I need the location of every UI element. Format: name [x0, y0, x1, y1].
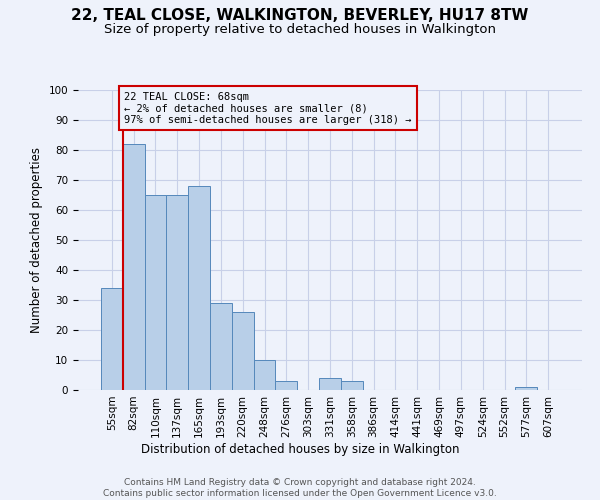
Text: Distribution of detached houses by size in Walkington: Distribution of detached houses by size … [141, 442, 459, 456]
Bar [254, 360, 275, 390]
Bar [145, 195, 166, 390]
Text: 22 TEAL CLOSE: 68sqm
← 2% of detached houses are smaller (8)
97% of semi-detache: 22 TEAL CLOSE: 68sqm ← 2% of detached ho… [124, 92, 412, 124]
Text: Contains HM Land Registry data © Crown copyright and database right 2024.
Contai: Contains HM Land Registry data © Crown c… [103, 478, 497, 498]
Bar [188, 186, 210, 390]
Bar [166, 195, 188, 390]
Bar [232, 312, 254, 390]
Text: Size of property relative to detached houses in Walkington: Size of property relative to detached ho… [104, 22, 496, 36]
Bar [101, 288, 123, 390]
Y-axis label: Number of detached properties: Number of detached properties [30, 147, 43, 333]
Text: 22, TEAL CLOSE, WALKINGTON, BEVERLEY, HU17 8TW: 22, TEAL CLOSE, WALKINGTON, BEVERLEY, HU… [71, 8, 529, 22]
Bar [275, 381, 297, 390]
Bar [123, 144, 145, 390]
Bar [319, 378, 341, 390]
Bar [515, 387, 537, 390]
Bar [210, 303, 232, 390]
Bar [341, 381, 363, 390]
